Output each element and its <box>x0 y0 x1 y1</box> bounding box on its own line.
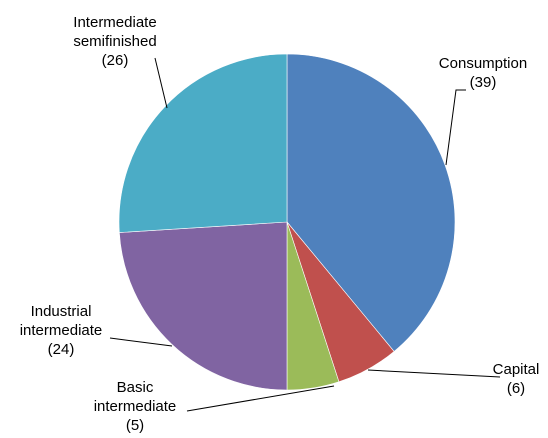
slice-label-line: Intermediate <box>73 14 156 31</box>
pie-slice-industrial-intermediate <box>119 221 288 391</box>
pie-slice-intermediate-semifinished <box>118 53 288 233</box>
leader-line-basic-intermediate <box>186 385 335 412</box>
slice-label-line: intermediate <box>20 322 103 339</box>
leader-line-capital <box>367 369 501 378</box>
slice-label-line: (26) <box>102 52 129 69</box>
slice-labels: Consumption (39) Capital (6) Basic intermedia… <box>20 14 540 434</box>
slice-label-line: semifinished <box>73 33 156 50</box>
slice-label-line: intermediate <box>94 398 177 415</box>
slice-label-line: Basic <box>117 379 154 396</box>
slice-label-line: (6) <box>507 380 525 397</box>
pie-slice-consumption <box>286 53 456 352</box>
slice-label-capital: Capital (6) <box>493 361 540 397</box>
leader-line-intermediate-semifinished <box>154 57 168 109</box>
leader-line-consumption <box>445 89 466 166</box>
slice-label-basic-intermediate: Basic intermediate (5) <box>94 379 177 434</box>
slice-label-line: Industrial <box>31 303 92 320</box>
slice-label-intermediate-semifinished: Intermediate semifinished (26) <box>73 14 156 69</box>
slice-label-industrial-intermediate: Industrial intermediate (24) <box>20 303 103 358</box>
slice-label-line: (5) <box>126 417 144 434</box>
slice-label-line: (24) <box>48 341 75 358</box>
slice-label-line: Consumption <box>439 55 527 72</box>
slice-label-line: (39) <box>470 74 497 91</box>
slice-label-consumption: Consumption (39) <box>439 55 527 91</box>
leader-lines <box>109 57 501 412</box>
pie-slices <box>118 53 456 391</box>
leader-line-industrial-intermediate <box>109 337 173 347</box>
slice-label-line: Capital <box>493 361 540 378</box>
